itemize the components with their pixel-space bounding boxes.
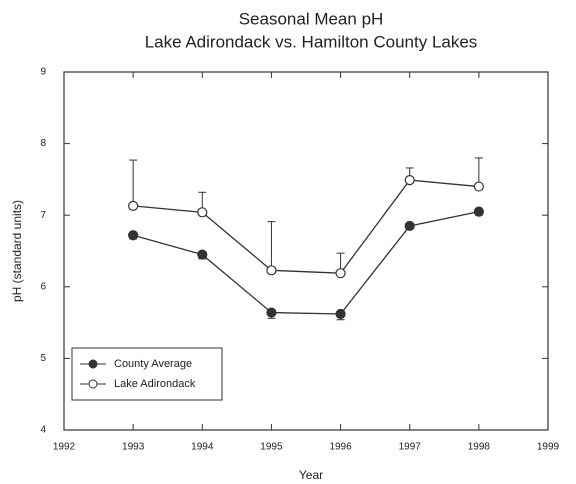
- x-axis-label: Year: [299, 468, 323, 482]
- y-tick-label: 4: [40, 425, 46, 436]
- x-tick-label: 1997: [399, 442, 422, 453]
- marker: [197, 249, 208, 260]
- x-tick-label: 1993: [122, 442, 145, 453]
- marker: [404, 220, 415, 232]
- chart-subtitle: Lake Adirondack vs. Hamilton County Lake…: [145, 32, 478, 51]
- y-tick-label: 8: [40, 138, 46, 149]
- legend-marker: [88, 379, 98, 389]
- series-line: [133, 179, 479, 274]
- marker: [266, 265, 277, 276]
- marker: [335, 268, 346, 279]
- y-tick-label: 9: [40, 67, 46, 78]
- error-bar: [129, 159, 138, 206]
- y-axis-label: pH (standard units): [10, 200, 24, 302]
- x-tick-label: 1999: [537, 442, 560, 453]
- marker: [128, 200, 139, 211]
- series-line: [132, 210, 479, 315]
- marker: [266, 307, 277, 318]
- x-tick-label: 1994: [191, 442, 214, 453]
- marker: [197, 207, 208, 218]
- legend-text: County Average: [114, 358, 192, 370]
- x-tick-label: 1992: [53, 442, 76, 453]
- marker: [335, 308, 346, 320]
- marker: [473, 181, 484, 192]
- plot-frame: [63, 71, 549, 431]
- legend-marker: [88, 359, 98, 369]
- legend-text: Lake Adirondack: [114, 378, 196, 390]
- chart-title: Seasonal Mean pH: [239, 9, 384, 28]
- marker: [473, 206, 484, 217]
- x-tick-label: 1998: [468, 442, 491, 453]
- y-tick-label: 6: [40, 281, 46, 292]
- marker: [128, 230, 139, 241]
- y-tick-label: 5: [40, 353, 46, 364]
- legend-box: [71, 347, 223, 401]
- x-tick-label: 1996: [329, 442, 352, 453]
- y-tick-label: 7: [40, 210, 46, 221]
- error-bar: [267, 221, 276, 271]
- x-tick-label: 1995: [260, 442, 283, 453]
- marker: [404, 175, 415, 186]
